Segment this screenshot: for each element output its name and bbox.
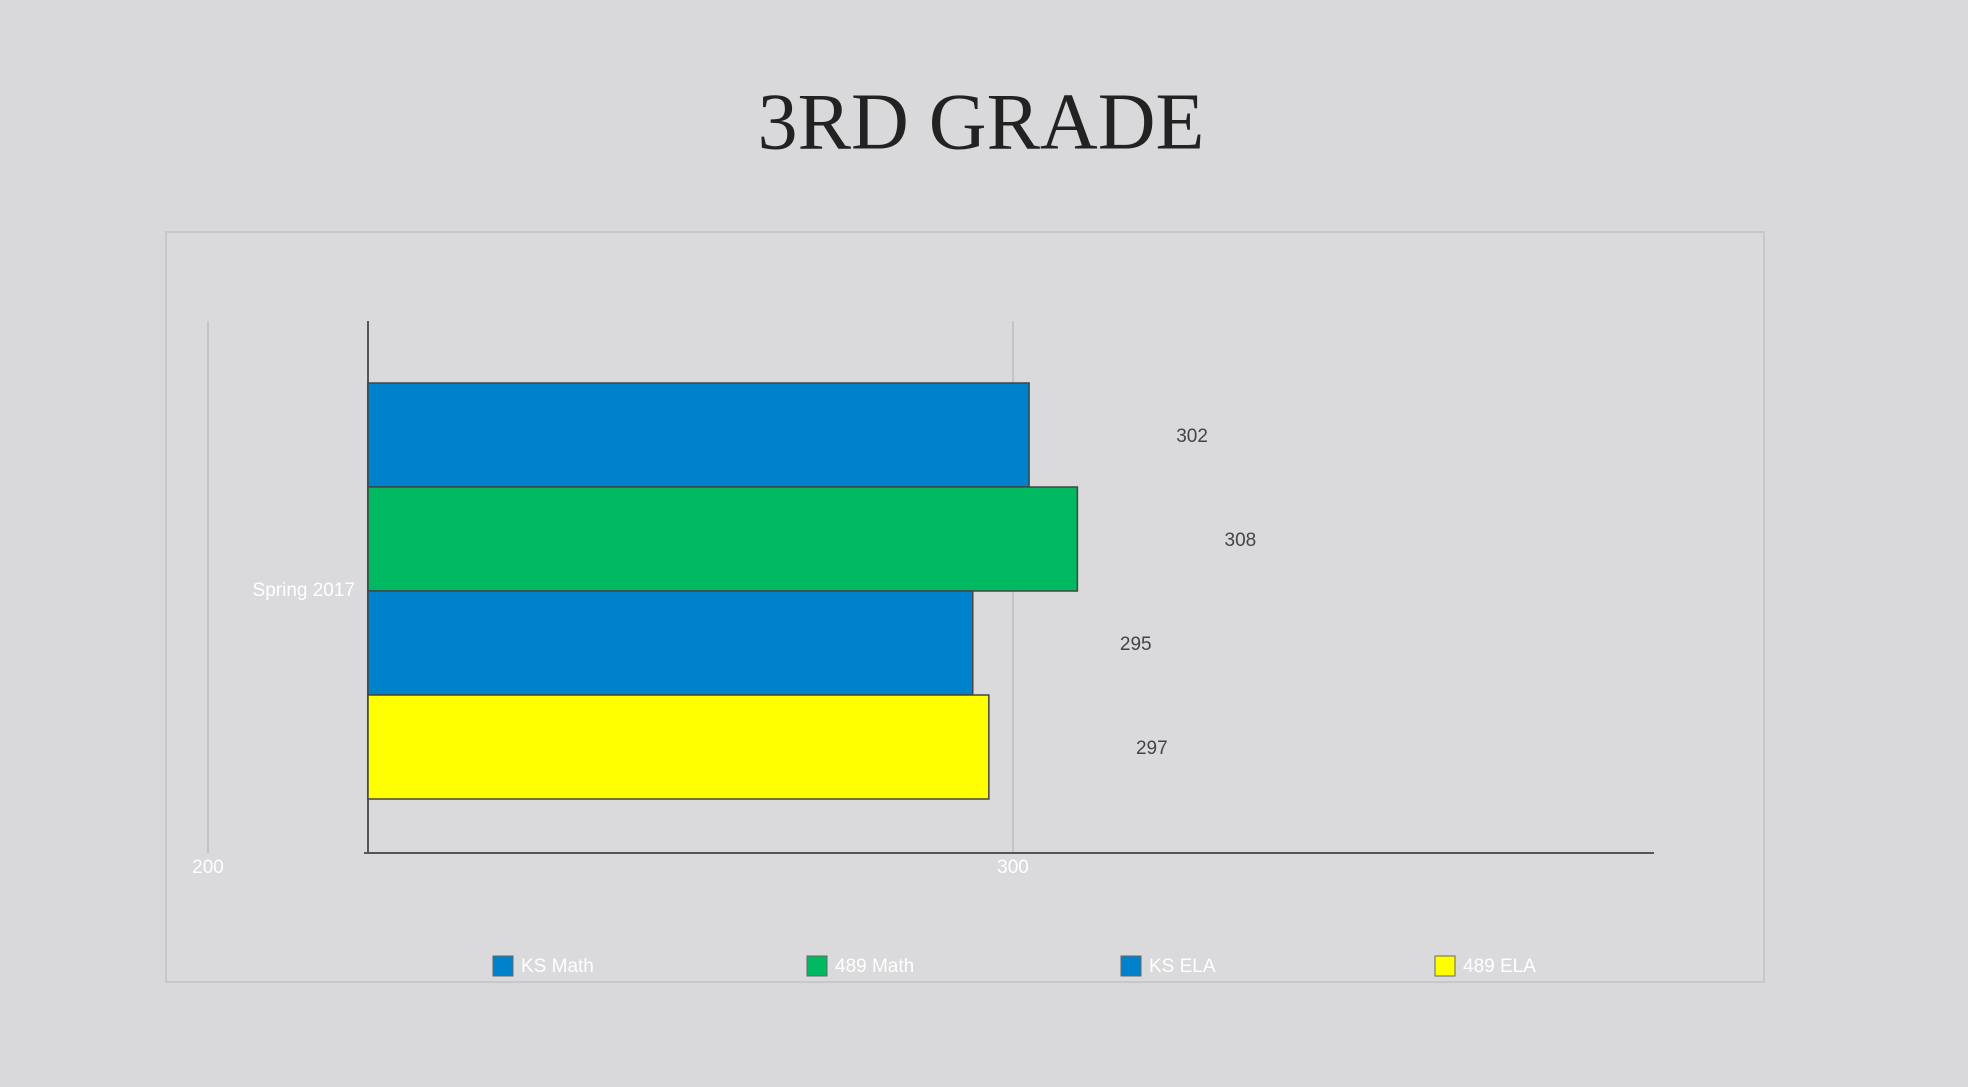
data-label: 295 bbox=[1120, 634, 1152, 655]
legend-label: KS ELA bbox=[1149, 956, 1216, 977]
x-tick-label: 300 bbox=[997, 857, 1029, 878]
chart-title: 3RD GRADE bbox=[758, 78, 1205, 166]
bar bbox=[367, 694, 990, 800]
legend-label: KS Math bbox=[521, 956, 594, 977]
bar bbox=[367, 590, 974, 696]
bar bbox=[367, 486, 1079, 592]
legend-swatch bbox=[492, 955, 514, 977]
legend-swatch bbox=[1434, 955, 1456, 977]
bar bbox=[367, 382, 1030, 488]
legend-label: 489 Math bbox=[835, 956, 914, 977]
data-label: 297 bbox=[1136, 738, 1168, 759]
legend-swatch bbox=[1120, 955, 1142, 977]
data-label: 308 bbox=[1225, 530, 1257, 551]
legend-label: 489 ELA bbox=[1463, 956, 1536, 977]
y-tick-label: Spring 2017 bbox=[253, 580, 355, 601]
legend-swatch bbox=[806, 955, 828, 977]
x-tick-label: 200 bbox=[192, 857, 224, 878]
data-label: 302 bbox=[1176, 426, 1208, 447]
